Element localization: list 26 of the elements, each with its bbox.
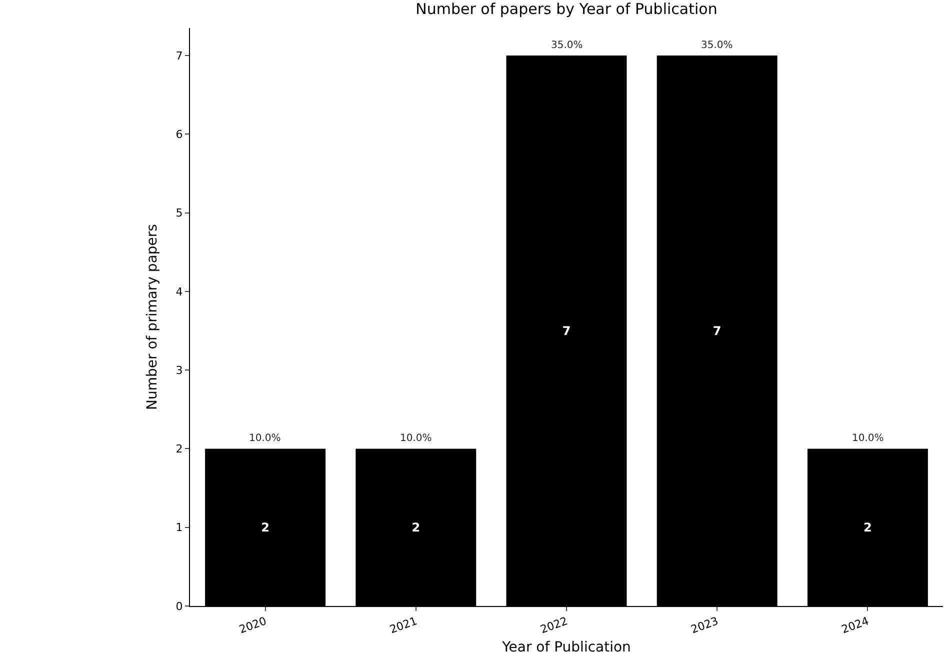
chart-title: Number of papers by Year of Publication — [416, 0, 718, 18]
annotation: 35.0% — [701, 40, 733, 51]
x-tick-label: 2024 — [840, 614, 871, 636]
data-label: 2 — [412, 520, 420, 534]
annotation: 35.0% — [551, 40, 583, 51]
y-tick-label: 1 — [176, 521, 183, 534]
y-tick-label: 3 — [176, 364, 183, 377]
data-label: 7 — [712, 324, 722, 338]
data-label: 2 — [864, 520, 872, 534]
x-tick-label: 2021 — [388, 614, 419, 636]
x-tick-label: 2023 — [689, 614, 720, 636]
data-label: 2 — [261, 520, 270, 534]
x-tick-label: 2020 — [237, 614, 268, 636]
y-tick-label: 6 — [176, 128, 183, 142]
annotation: 10.0% — [249, 433, 281, 444]
y-tick-label: 5 — [176, 206, 183, 220]
annotation: 10.0% — [852, 433, 884, 444]
x-axis-title: Year of Publication — [501, 640, 631, 656]
y-tick-label: 4 — [176, 285, 183, 298]
annotation: 10.0% — [400, 433, 432, 444]
y-tick-label: 2 — [176, 442, 183, 456]
y-tick-label: 7 — [176, 49, 183, 62]
y-tick-label: 0 — [176, 600, 183, 613]
y-axis-title: Number of primary papers — [144, 224, 160, 410]
data-label: 7 — [562, 324, 571, 338]
x-tick-label: 2022 — [538, 614, 570, 636]
